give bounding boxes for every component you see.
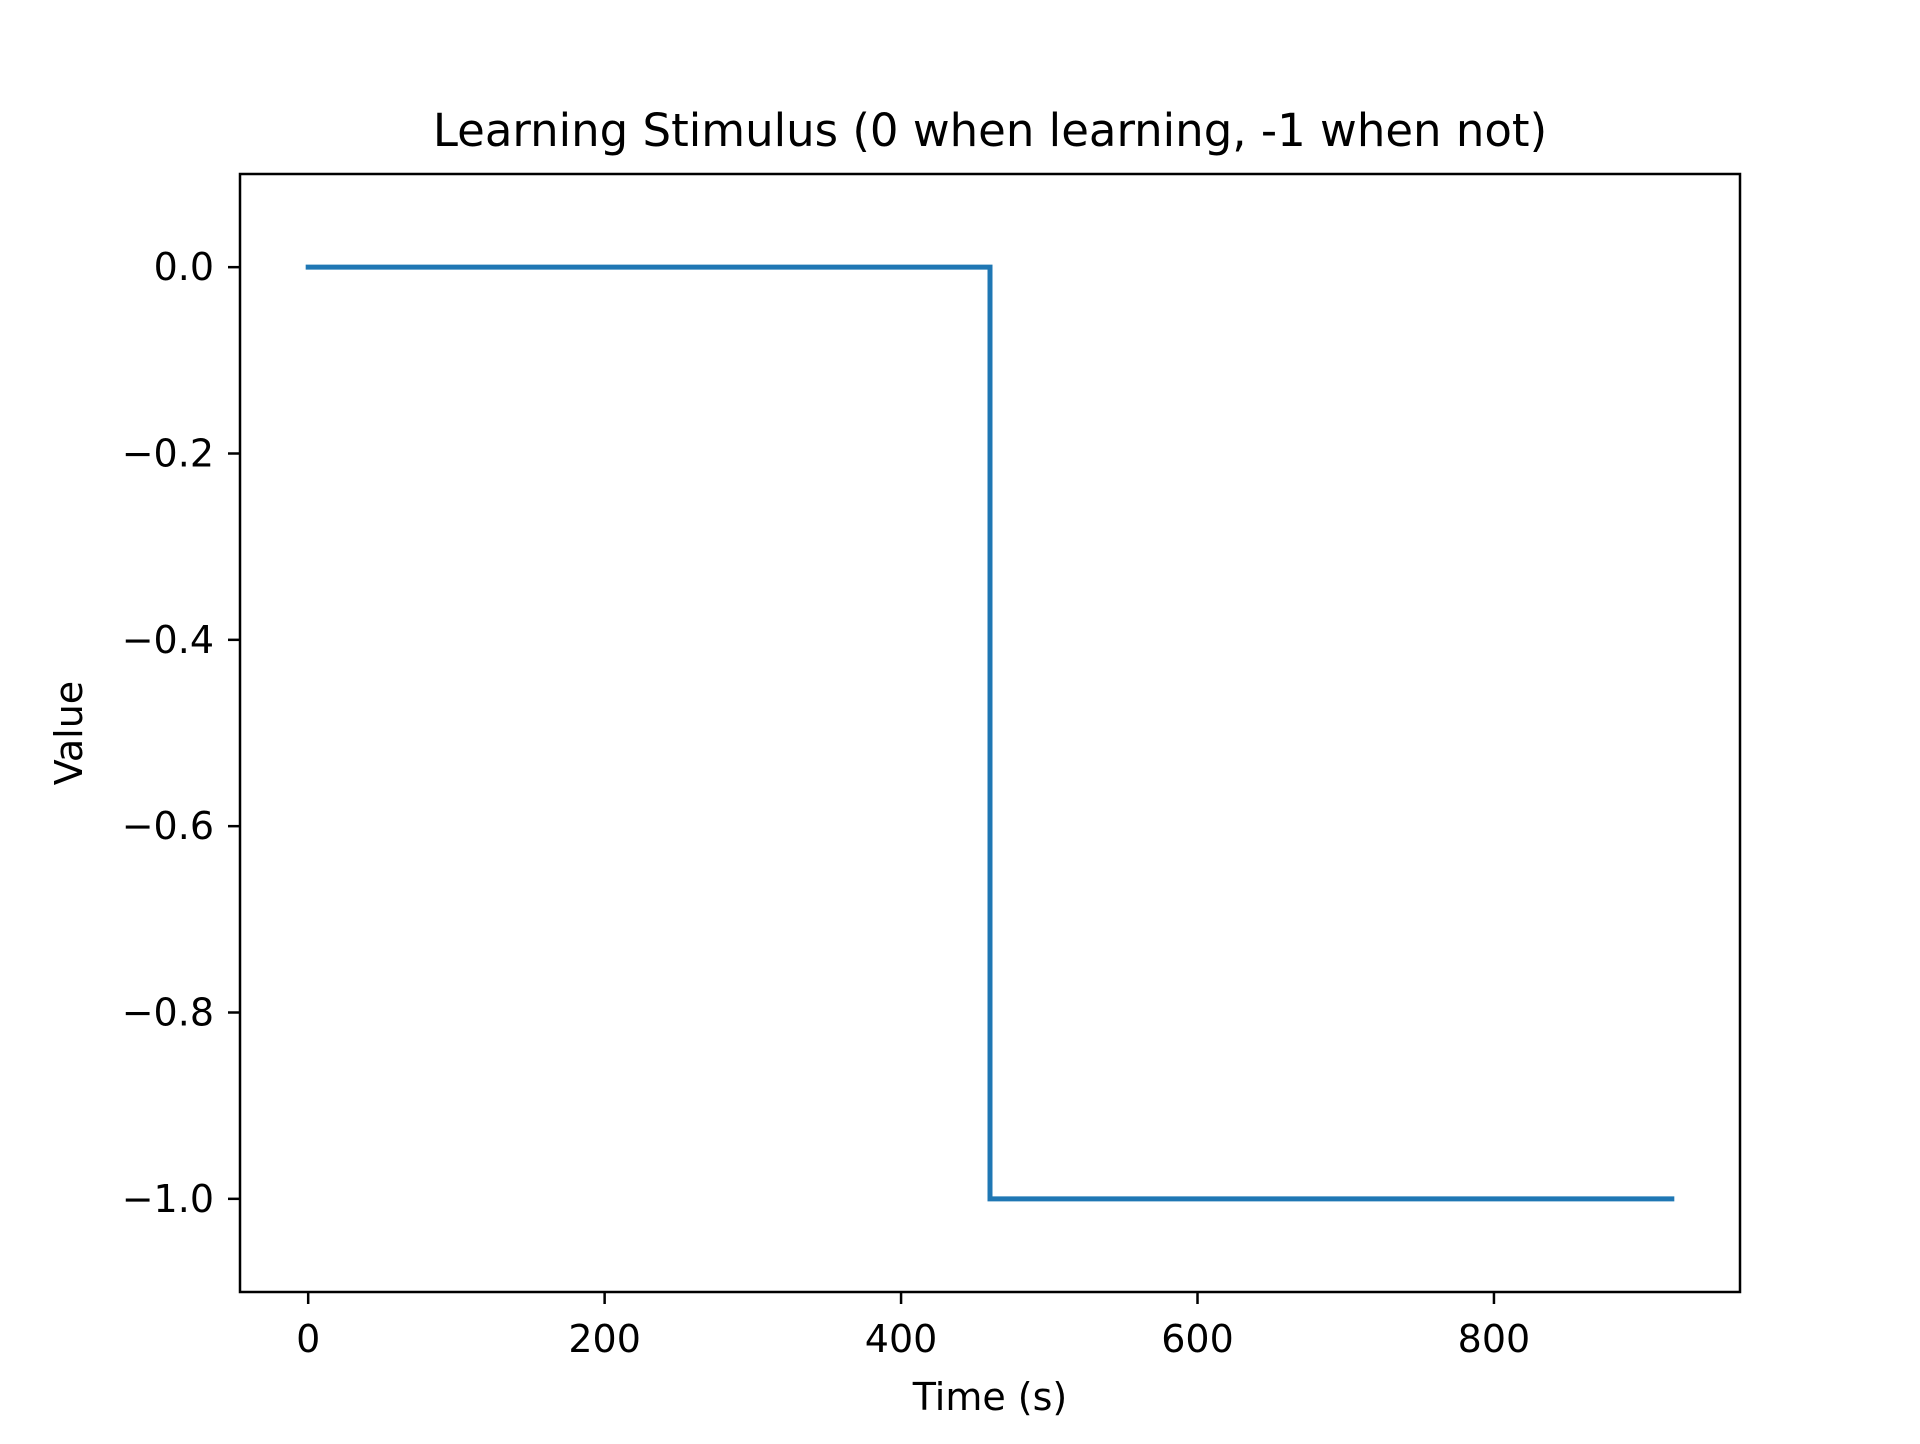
x-tick-label: 0 [296,1317,320,1361]
y-tick-label: −0.8 [122,991,214,1035]
chart-title: Learning Stimulus (0 when learning, -1 w… [433,104,1547,157]
x-tick-label: 800 [1458,1317,1531,1361]
y-axis-ticks: 0.0 −0.2 −0.4 −0.6 −0.8 −1.0 [122,245,240,1221]
y-axis-label: Value [47,681,91,785]
plot-area-frame [238,172,1742,1294]
series-layer [305,264,1675,1202]
x-axis-label: Time (s) [912,1375,1068,1419]
y-tick-label: −0.6 [122,804,214,848]
y-tick-label: −0.4 [122,618,214,662]
x-tick-label: 600 [1161,1317,1234,1361]
y-tick-label: −1.0 [122,1177,214,1221]
x-tick-label: 200 [568,1317,641,1361]
x-axis-ticks: 0 200 400 600 800 [296,1292,1530,1361]
y-tick-label: 0.0 [154,245,214,289]
x-tick-label: 400 [865,1317,938,1361]
y-tick-label: −0.2 [122,432,214,476]
series-line [305,264,1675,1202]
